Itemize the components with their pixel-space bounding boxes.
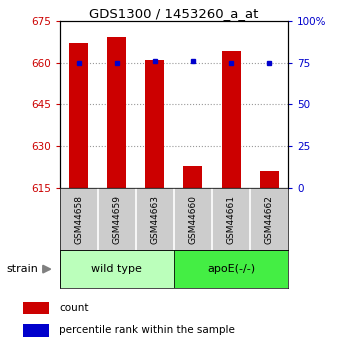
Bar [145, 60, 164, 188]
Text: GSM44661: GSM44661 [226, 195, 236, 244]
Bar [107, 37, 126, 188]
Bar [260, 171, 279, 188]
Text: apoE(-/-): apoE(-/-) [207, 264, 255, 274]
Text: wild type: wild type [91, 264, 142, 274]
Bar [23, 302, 49, 314]
Text: GSM44662: GSM44662 [265, 195, 273, 244]
Bar [183, 166, 203, 188]
Text: GSM44660: GSM44660 [189, 195, 197, 244]
Text: GSM44659: GSM44659 [112, 195, 121, 244]
Bar [23, 324, 49, 337]
Title: GDS1300 / 1453260_a_at: GDS1300 / 1453260_a_at [89, 7, 258, 20]
Bar [222, 51, 240, 188]
Bar [60, 250, 174, 288]
Text: GSM44658: GSM44658 [74, 195, 83, 244]
Text: strain: strain [7, 264, 39, 274]
Bar [69, 43, 88, 188]
Text: percentile rank within the sample: percentile rank within the sample [59, 325, 235, 335]
Text: count: count [59, 303, 89, 313]
Text: GSM44663: GSM44663 [150, 195, 159, 244]
Bar [174, 250, 288, 288]
